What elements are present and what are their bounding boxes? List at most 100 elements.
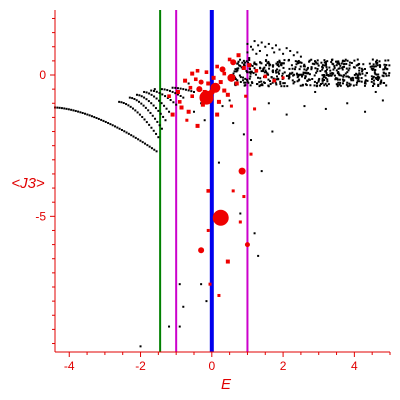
black-point-402 xyxy=(371,68,374,71)
black-point-96 xyxy=(155,97,158,100)
black-point-275 xyxy=(239,58,242,61)
black-point-277 xyxy=(268,80,271,83)
black-point-595 xyxy=(293,68,296,71)
black-point-658 xyxy=(257,44,260,47)
red-point-20 xyxy=(225,92,230,97)
red-point-52 xyxy=(215,64,219,69)
black-point-196 xyxy=(339,81,342,84)
black-point-340 xyxy=(350,61,353,64)
black-point-219 xyxy=(323,59,326,62)
x-tick-label: 2 xyxy=(280,359,287,373)
black-point-106 xyxy=(161,93,164,96)
black-point-314 xyxy=(248,77,251,80)
black-point-140 xyxy=(249,72,252,75)
black-point-697 xyxy=(228,99,231,102)
black-point-418 xyxy=(283,82,286,85)
black-point-347 xyxy=(293,73,296,76)
black-point-631 xyxy=(319,70,322,73)
red-point-34 xyxy=(208,98,213,103)
black-point-249 xyxy=(236,67,239,70)
black-point-528 xyxy=(259,77,262,80)
black-point-103 xyxy=(152,89,155,92)
black-point-227 xyxy=(252,72,255,75)
black-point-296 xyxy=(374,72,377,75)
black-point-447 xyxy=(326,73,329,76)
black-point-495 xyxy=(278,69,281,72)
black-point-598 xyxy=(382,68,385,71)
black-point-417 xyxy=(379,65,382,68)
black-point-360 xyxy=(267,73,270,76)
black-point-354 xyxy=(275,83,278,86)
black-point-482 xyxy=(317,79,320,82)
black-point-101 xyxy=(168,110,171,113)
black-point-563 xyxy=(251,64,254,67)
black-point-351 xyxy=(325,66,328,69)
black-point-638 xyxy=(373,71,376,74)
black-point-682 xyxy=(303,105,306,108)
black-point-107 xyxy=(164,95,167,98)
black-point-476 xyxy=(369,65,372,68)
black-point-619 xyxy=(375,62,378,65)
black-point-337 xyxy=(306,67,309,70)
black-point-358 xyxy=(372,79,375,82)
black-point-673 xyxy=(299,55,302,58)
red-point-31 xyxy=(218,80,223,85)
black-point-656 xyxy=(253,40,256,43)
y-tick-label: -5 xyxy=(35,209,46,223)
black-point-129 xyxy=(192,90,195,93)
red-point-26 xyxy=(272,78,276,83)
black-point-317 xyxy=(240,66,243,69)
red-point-55 xyxy=(208,88,215,95)
red-point-7 xyxy=(238,167,246,175)
black-point-593 xyxy=(383,63,386,66)
black-point-407 xyxy=(371,58,374,61)
black-point-405 xyxy=(336,62,339,65)
black-point-450 xyxy=(265,71,268,74)
black-point-688 xyxy=(239,212,242,215)
black-point-356 xyxy=(258,85,261,88)
red-point-16 xyxy=(170,112,175,117)
black-point-345 xyxy=(295,63,298,66)
black-point-432 xyxy=(383,68,386,71)
black-point-34 xyxy=(132,135,135,138)
black-point-348 xyxy=(361,70,364,73)
black-point-632 xyxy=(283,71,286,74)
red-point-9 xyxy=(244,242,250,248)
black-point-36 xyxy=(137,138,140,141)
black-point-653 xyxy=(248,57,251,60)
black-point-654 xyxy=(250,45,253,48)
black-point-44 xyxy=(155,150,158,153)
black-point-664 xyxy=(271,47,274,50)
black-point-691 xyxy=(200,283,203,286)
black-point-43 xyxy=(153,148,156,151)
black-point-154 xyxy=(324,82,327,85)
black-point-122 xyxy=(174,86,177,89)
red-point-13 xyxy=(175,89,180,94)
black-point-50 xyxy=(129,105,132,108)
black-point-389 xyxy=(374,76,377,79)
black-point-335 xyxy=(288,67,291,70)
black-point-504 xyxy=(338,83,341,86)
black-point-462 xyxy=(316,59,319,62)
black-point-97 xyxy=(158,99,161,102)
red-point-48 xyxy=(227,57,232,62)
black-point-10 xyxy=(77,110,80,113)
black-point-514 xyxy=(321,65,324,68)
black-point-575 xyxy=(268,62,271,65)
black-point-518 xyxy=(316,82,319,85)
black-point-676 xyxy=(203,119,206,122)
black-point-27 xyxy=(116,126,119,129)
black-point-685 xyxy=(364,110,367,113)
black-point-580 xyxy=(384,59,387,62)
black-point-92 xyxy=(145,91,148,94)
black-point-238 xyxy=(385,84,388,87)
black-point-23 xyxy=(107,122,110,125)
black-point-474 xyxy=(356,74,359,77)
black-point-4 xyxy=(63,107,66,110)
black-point-530 xyxy=(375,78,378,81)
red-point-53 xyxy=(222,71,227,76)
black-point-47 xyxy=(122,102,125,105)
black-point-414 xyxy=(325,74,328,77)
black-point-70 xyxy=(144,106,147,109)
black-point-124 xyxy=(179,87,182,90)
